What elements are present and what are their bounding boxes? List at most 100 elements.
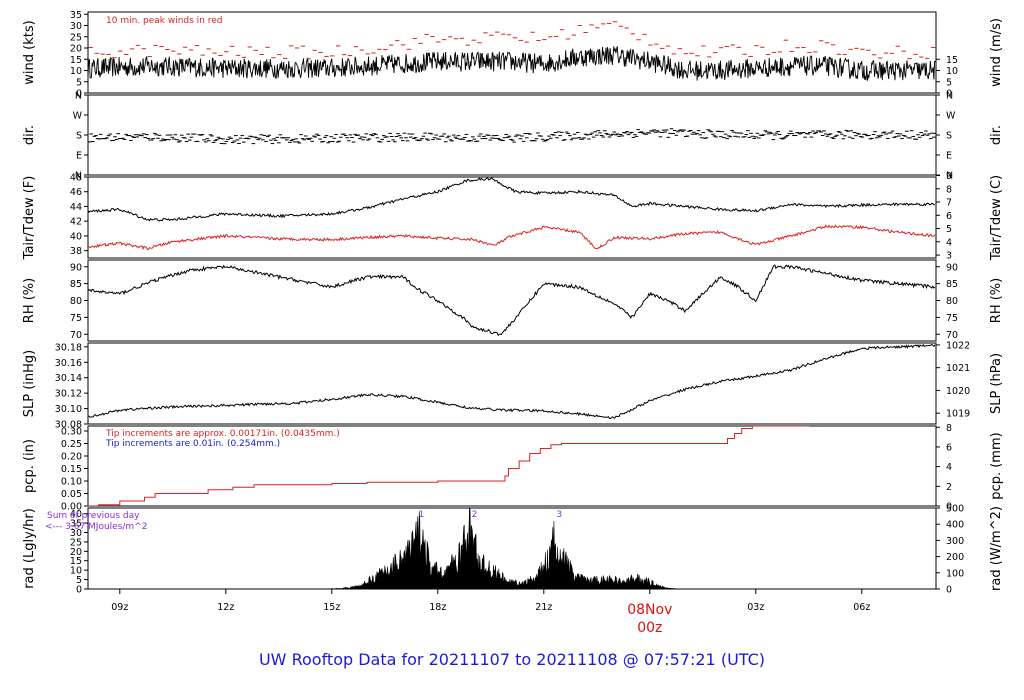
slp-right-tick-label: 1022 [946,340,970,351]
rh-line-0 [88,264,936,337]
rh-data [88,264,936,337]
pcp-right-tick-label: 0 [946,502,952,513]
pcp-frame [87,425,937,507]
rad-left-tick-label: 35 [70,519,82,530]
temp-right-tick-label: 8 [946,184,952,195]
slp-left-tick-label: 30.10 [55,404,82,415]
rh-ylabel-right: RH (%) [989,278,1004,323]
wind-left-tick-label: 25 [70,32,82,43]
rh-right-tick-label: 80 [946,296,958,307]
panel-pcp: 0.00 0.050.10 0.150.20 0.250.30 0 2 4 6 8 pcp. (i… [22,423,1004,513]
pcp-right-tick-label: 8 [946,423,952,434]
pcp-accum-line [88,426,810,506]
pcp-right-tick-label: 6 [946,442,952,453]
time-tick-label: 15z [323,602,340,613]
panel-slp: 30.08 30.10 30.12 30.14 30.16 30.18 1019 1020 10… [22,340,1004,430]
rad-ylabel-left: rad (Lgly/hr) [22,508,37,589]
slp-right-tick-label: 1021 [946,363,970,374]
temp-right-tick-label: 5 [946,224,952,235]
dir-right-tick-label: N [946,171,953,182]
slp-right-tick-label: 1019 [946,409,970,420]
temp-line-tair [88,177,936,222]
slp-left-tick-label: 30.18 [55,342,82,353]
dir-data [88,128,936,145]
time-tick-label: 06z [853,602,870,613]
rad-left-tick-label: 10 [70,566,82,577]
day-marker-time: 00z [637,620,662,636]
rh-right-tick-label: 90 [946,262,958,273]
pcp-right-tick-label: 4 [946,462,952,473]
time-axis: 09z 12z 15z 18z 21z 03z 06z 08Nov 00z [111,589,870,636]
rh-left-tick-label: 90 [70,262,82,273]
dir-left-tick-label: E [76,151,82,162]
time-tick-label: 12z [217,602,234,613]
dir-left-tick-label: W [73,111,83,122]
rh-left-tick-label: 85 [70,279,82,290]
rad-right-tick-label: 200 [946,552,964,563]
rh-right-tick-label: 85 [946,279,958,290]
wind-left-tick-label: 15 [70,55,82,66]
temp-left-tick-label: 38 [70,246,82,257]
rad-data [88,508,936,589]
wind-right-tick-label: 0 [946,89,952,100]
footer-title: UW Rooftop Data for 20211107 to 20211108… [259,650,765,669]
pcp-right-tick-label: 2 [946,482,952,493]
slp-ylabel-left: SLP (inHg) [22,350,37,418]
temp-frame [87,176,937,259]
time-tick-label: 18z [429,602,446,613]
rh-ylabel-left: RH (%) [22,278,37,323]
slp-ylabel-right: SLP (hPa) [989,353,1004,414]
dir-frame [87,94,937,176]
temp-left-tick-label: 44 [70,202,82,213]
wind-left-tick-label: 30 [70,21,82,32]
wind-left-tick-label: 35 [70,10,82,21]
time-tick-label: 21z [535,602,552,613]
rad-annotation-energy: <--- 3.67 MJoules/m^2 [45,522,147,532]
panel-rh: 70 75 80 85 90 70 75 80 85 90 RH (%) RH (%) [22,259,1004,342]
pcp-left-tick-label: 0.20 [61,452,82,463]
temp-left-tick-label: 42 [70,217,82,228]
rad-peak-label: 3 [556,510,562,520]
temp-right-tick-label: 9 [946,171,952,182]
slp-left-tick-label: 30.12 [55,389,82,400]
dir-left-tick-label: N [75,91,82,102]
slp-line-0 [88,343,936,419]
temp-right-tick-label: 4 [946,237,952,248]
wind-speed-line [88,46,936,81]
dir-ylabel-left: dir. [22,125,37,145]
temp-right-tick-label: 7 [946,198,952,209]
slp-frame [87,342,937,425]
rad-left-tick-label: 20 [70,547,82,558]
wind-annotation: 10 min. peak winds in red [106,16,223,26]
rad-frame [87,507,937,590]
pcp-left-tick-label: 0.15 [61,464,82,475]
slp-left-tick-label: 30.08 [55,420,82,431]
wind-left-tick-label: 5 [76,77,82,88]
temp-line-tdew [88,224,936,251]
rh-frame [87,259,937,342]
rad-left-tick-label: 25 [70,537,82,548]
dir-right-tick-label: W [946,111,956,122]
rad-right-tick-label: 300 [946,536,964,547]
wind-right-tick-label: 15 [946,55,958,66]
rh-left-tick-label: 75 [70,313,82,324]
rad-left-tick-label: 15 [70,556,82,567]
wind-right-tick-label: 10 [946,66,958,77]
pcp-left-tick-label: 0.25 [61,439,82,450]
pcp-data [88,426,810,506]
rad-left-tick-label: 40 [70,509,82,520]
wind-left-tick-label: 20 [70,44,82,55]
wind-left-tick-label: 0 [76,89,82,100]
rh-right-tick-label: 75 [946,313,958,324]
dir-right-tick-label: S [946,131,952,142]
dir-right-tick-label: E [946,151,952,162]
rad-area [88,508,936,589]
wind-frame [87,11,937,94]
wind-ylabel-right: wind (m/s) [989,18,1004,87]
temp-right-tick-label: 3 [946,251,952,262]
rad-left-tick-label: 0 [76,585,82,596]
pcp-annotation-tip-exact: Tip increments are 0.01in. (0.254mm.) [105,439,280,449]
rad-right-tick-label: 0 [946,585,952,596]
